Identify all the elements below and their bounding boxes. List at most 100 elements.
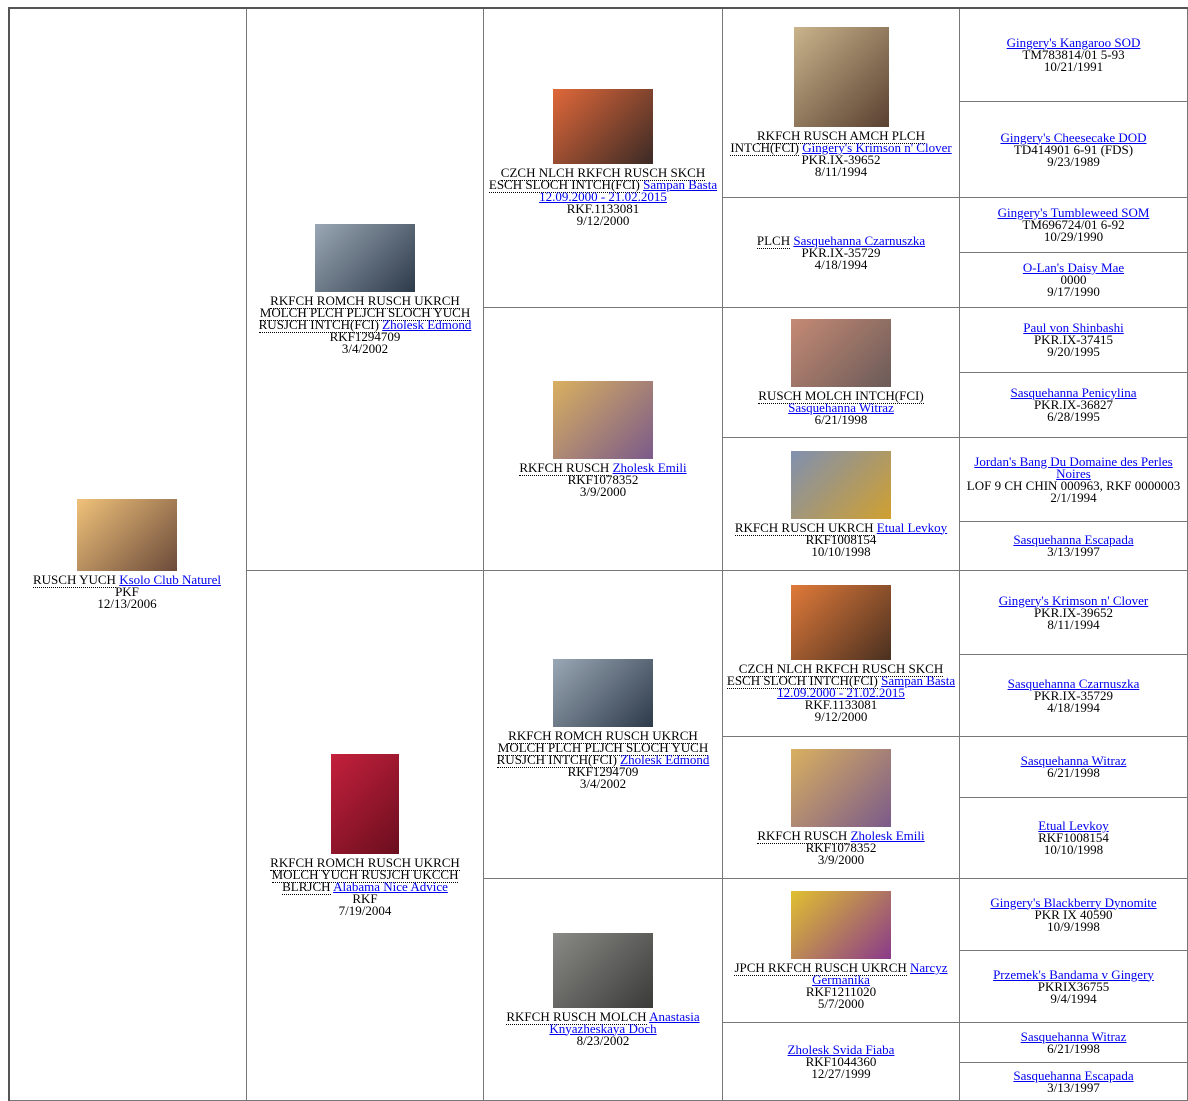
- pedigree-cell: Paul von Shinbashi PKR.IX-37415 9/20/1995: [960, 308, 1188, 373]
- birth-date: 6/21/1998: [1047, 1040, 1100, 1056]
- dog-link[interactable]: Ksolo Club Naturel: [119, 571, 222, 587]
- dog-link[interactable]: Sasquehanna Czarnuszka: [1007, 675, 1140, 691]
- dog-photo: [315, 223, 415, 292]
- birth-date: 3/9/2000: [817, 852, 865, 867]
- name-line: Sasquehanna Escapada: [1013, 1067, 1134, 1083]
- registration: PKF: [115, 583, 139, 599]
- registration: TM696724/01 6-92: [1022, 217, 1125, 232]
- dog-link[interactable]: Sasquehanna Czarnuszka: [793, 232, 926, 248]
- pedigree-cell: Sasquehanna Escapada 3/13/1997: [960, 1063, 1188, 1101]
- pedigree-cell: RKFCH ROMCH RUSCH UKRCH MOLCH PLCH PLJCH…: [484, 571, 723, 879]
- dog-link[interactable]: Gingery's Cheesecake DOD: [1000, 129, 1147, 145]
- name-line: RUSCH MOLCH INTCH(FCI) Sasquehanna Witra…: [726, 388, 956, 415]
- pedigree-cell: Sasquehanna Penicylina PKR.IX-36827 6/28/1…: [960, 373, 1188, 438]
- registration: PKR.IX-39652: [801, 152, 881, 167]
- pedigree-cell: CZCH NLCH RKFCH RUSCH SKCH ESCH SLOCH IN…: [484, 8, 723, 308]
- pedigree-cell: Gingery's Krimson n' Clover PKR.IX-39652 8…: [960, 571, 1188, 655]
- dog-link[interactable]: Zholesk Emili: [850, 828, 925, 843]
- birth-date: 3/9/2000: [579, 483, 627, 499]
- dog-photo: [553, 659, 653, 727]
- dog-link[interactable]: Sasquehanna Penicylina: [1010, 385, 1137, 400]
- pedigree-cell: O-Lan's Daisy Mae 0000 9/17/1990: [960, 253, 1188, 308]
- dog-link[interactable]: Etual Levkoy: [1038, 818, 1109, 833]
- registration: TM783814/01 5-93: [1022, 46, 1125, 62]
- registration: 0000: [1060, 272, 1087, 287]
- registration: PKR.IX-35729: [801, 244, 881, 260]
- name-line: Gingery's Blackberry Dynomite: [990, 894, 1157, 910]
- dog-link[interactable]: Sasquehanna Witraz: [788, 400, 894, 415]
- dog-link[interactable]: Sasquehanna Escapada: [1013, 1067, 1134, 1083]
- name-line: RKFCH ROMCH RUSCH UKRCH MOLCH YUCH RUSJC…: [250, 855, 480, 895]
- birth-date: 6/21/1998: [814, 412, 868, 427]
- birth-date: 3/4/2002: [341, 340, 389, 356]
- dog-link[interactable]: Alabama Nice Advice: [333, 879, 448, 894]
- birth-date: 9/12/2000: [814, 708, 868, 724]
- pedigree-cell: Jordan's Bang Du Domaine des Perles Noir…: [960, 438, 1188, 522]
- name-line: Sasquehanna Czarnuszka: [1007, 675, 1140, 691]
- pedigree-cell: Zholesk Svida Fiaba RKF1044360 12/27/1999: [723, 1023, 960, 1101]
- registration: RKF1008154: [1038, 830, 1109, 845]
- dog-link[interactable]: Sampan Basta 12.09.2000 - 21.02.2015: [539, 176, 718, 204]
- dog-link[interactable]: Zholesk Edmond: [620, 752, 710, 767]
- dog-link[interactable]: Narcyz Germanika: [812, 960, 948, 987]
- birth-date: 10/10/1998: [811, 543, 871, 559]
- name-line: Gingery's Krimson n' Clover: [998, 592, 1149, 608]
- name-line: PLCH Sasquehanna Czarnuszka: [756, 232, 926, 249]
- name-line: RKFCH ROMCH RUSCH UKRCH MOLCH PLCH PLJCH…: [250, 292, 480, 333]
- registration: RKF1044360: [805, 1053, 877, 1069]
- birth-date: 12/13/2006: [97, 595, 157, 611]
- dog-photo: [791, 319, 891, 387]
- birth-date: 9/12/2000: [576, 212, 630, 228]
- name-line: Sasquehanna Penicylina: [1010, 385, 1137, 400]
- dog-link[interactable]: Paul von Shinbashi: [1023, 320, 1124, 335]
- titles: CZCH NLCH RKFCH RUSCH SKCH ESCH SLOCH IN…: [488, 164, 706, 193]
- name-line: CZCH NLCH RKFCH RUSCH SKCH ESCH SLOCH IN…: [487, 164, 719, 204]
- pedigree-cell: RKFCH RUSCH UKRCH Etual Levkoy RKF1008154…: [723, 438, 960, 571]
- name-line: RKFCH RUSCH MOLCH Anastasia Knyazheskaya…: [487, 1008, 719, 1036]
- name-line: RUSCH YUCH Ksolo Club Naturel: [32, 571, 222, 588]
- dog-link[interactable]: Sasquehanna Witraz: [1020, 1028, 1127, 1044]
- birth-date: 7/19/2004: [338, 903, 392, 918]
- dog-photo: [793, 27, 889, 127]
- dog-link[interactable]: Gingery's Tumbleweed SOM: [997, 205, 1150, 220]
- dog-link[interactable]: Gingery's Krimson n' Clover: [998, 592, 1149, 608]
- titles: RUSCH YUCH: [32, 571, 116, 588]
- dog-link[interactable]: Sampan Basta 12.09.2000 - 21.02.2015: [777, 672, 956, 700]
- dog-link[interactable]: Gingery's Blackberry Dynomite: [990, 894, 1157, 910]
- registration: RKF1294709: [329, 328, 401, 344]
- name-line: Paul von Shinbashi: [1023, 320, 1124, 335]
- dog-link[interactable]: Zholesk Svida Fiaba: [787, 1041, 895, 1057]
- dog-link[interactable]: Zholesk Edmond: [382, 316, 472, 332]
- birth-date: 9/4/1994: [1050, 990, 1097, 1006]
- registration: LOF 9 CH CHIN 000963, RKF 0000003: [966, 477, 1181, 493]
- dog-link[interactable]: O-Lan's Daisy Mae: [1022, 260, 1125, 275]
- dog-link[interactable]: Zholesk Emili: [612, 459, 687, 475]
- registration: PKR.IX-35729: [1033, 687, 1114, 703]
- dog-link[interactable]: Gingery's Kangaroo SOD: [1006, 34, 1141, 50]
- dog-link[interactable]: Przemek's Bandama v Gingery: [993, 966, 1154, 982]
- name-line: Zholesk Svida Fiaba: [787, 1041, 895, 1057]
- pedigree-cell: Gingery's Kangaroo SOD TM783814/01 5-93 10…: [960, 8, 1188, 102]
- registration: RKF.1133081: [566, 200, 640, 216]
- dog-link[interactable]: Anastasia Knyazheskaya Doch: [549, 1008, 700, 1036]
- birth-date: 3/13/1997: [1047, 544, 1100, 559]
- registration: PKR IX 40590: [1034, 906, 1113, 922]
- name-line: Gingery's Kangaroo SOD: [1006, 34, 1141, 50]
- dog-link[interactable]: Sasquehanna Escapada: [1013, 532, 1134, 547]
- registration: RKF1294709: [567, 764, 639, 779]
- pedigree-cell: RKFCH RUSCH Zholesk Emili RKF1078352 3/9/2…: [484, 308, 723, 571]
- dog-link[interactable]: Etual Levkoy: [876, 519, 948, 535]
- dog-link[interactable]: Jordan's Bang Du Domaine des Perles Noir…: [974, 453, 1173, 481]
- titles: JPCH RKFCH RUSCH UKRCH: [734, 960, 907, 976]
- titles: CZCH NLCH RKFCH RUSCH SKCH ESCH SLOCH IN…: [726, 660, 944, 689]
- dog-link[interactable]: Gingery's Krimson n' Clover: [802, 140, 952, 155]
- titles: RKFCH RUSCH: [519, 459, 610, 476]
- birth-date: 6/21/1998: [1047, 765, 1100, 780]
- dog-link[interactable]: Sasquehanna Witraz: [1020, 753, 1127, 768]
- name-line: RKFCH ROMCH RUSCH UKRCH MOLCH PLCH PLJCH…: [487, 728, 719, 768]
- registration: RKF: [352, 891, 378, 906]
- birth-date: 12/27/1999: [811, 1065, 871, 1081]
- titles: RKFCH ROMCH RUSCH UKRCH MOLCH YUCH RUSJC…: [270, 855, 460, 895]
- birth-date: 8/11/1994: [814, 164, 868, 179]
